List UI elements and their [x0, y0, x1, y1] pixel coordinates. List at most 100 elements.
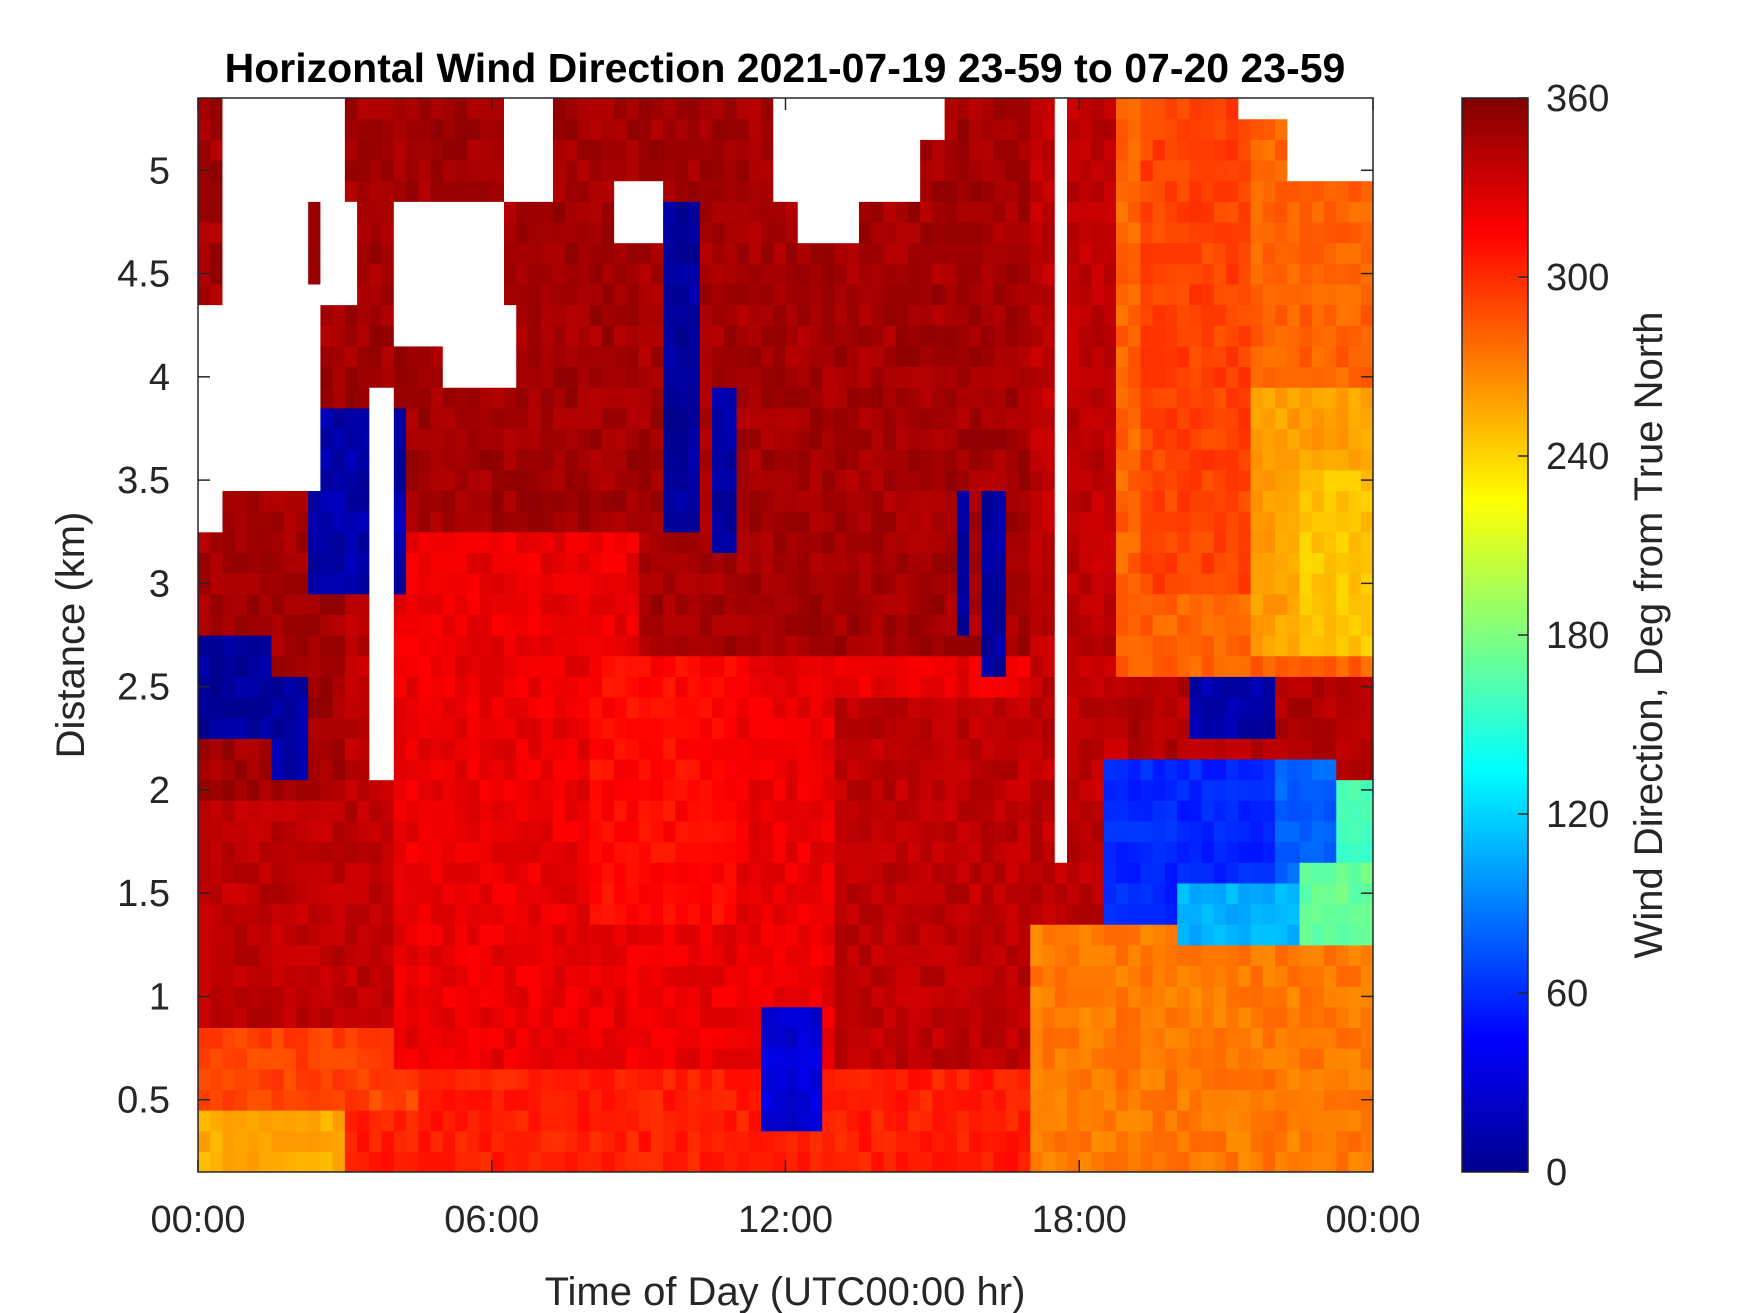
heatmap-cell: [295, 118, 309, 140]
heatmap-cell: [234, 696, 248, 719]
heatmap-cell: [246, 345, 260, 368]
heatmap-cell: [1238, 820, 1252, 843]
heatmap-cell: [1213, 903, 1227, 925]
heatmap-cell: [528, 1068, 542, 1090]
heatmap-cell: [858, 242, 872, 264]
heatmap-cell: [969, 779, 982, 801]
heatmap-cell: [748, 779, 762, 801]
heatmap-cell: [687, 965, 701, 987]
heatmap-cell: [993, 862, 1007, 884]
heatmap-cell: [234, 800, 248, 822]
heatmap-cell: [1042, 552, 1056, 574]
heatmap-cell: [614, 469, 627, 492]
heatmap-cell: [785, 944, 799, 967]
heatmap-cell: [1164, 428, 1178, 450]
heatmap-cell: [589, 180, 603, 202]
heatmap-cell: [222, 263, 236, 285]
heatmap-cell: [748, 800, 762, 822]
heatmap-cell: [736, 221, 750, 244]
heatmap-cell: [1201, 366, 1215, 388]
heatmap-cell: [1324, 1130, 1337, 1152]
heatmap-cell: [871, 1089, 885, 1111]
heatmap-cell: [222, 593, 236, 615]
heatmap-cell: [1238, 221, 1252, 244]
heatmap-cell: [822, 965, 836, 987]
heatmap-cell: [246, 717, 260, 739]
heatmap-cell: [259, 944, 273, 967]
heatmap-cell: [1360, 201, 1373, 223]
heatmap-cell: [234, 263, 248, 285]
heatmap-cell: [1299, 345, 1313, 368]
heatmap-cell: [1115, 614, 1129, 636]
heatmap-cell: [907, 862, 921, 884]
heatmap-cell: [1091, 552, 1105, 574]
heatmap-cell: [503, 779, 517, 801]
heatmap-cell: [503, 800, 517, 822]
heatmap-cell: [503, 676, 517, 698]
heatmap-cell: [797, 242, 811, 264]
heatmap-cell: [1336, 98, 1350, 120]
heatmap-cell: [1067, 882, 1080, 905]
heatmap-cell: [699, 800, 713, 822]
heatmap-cell: [1005, 387, 1019, 409]
heatmap-cell: [503, 1130, 517, 1152]
heatmap-cell: [699, 180, 713, 202]
heatmap-cell: [1079, 221, 1093, 244]
heatmap-cell: [418, 593, 432, 615]
heatmap-cell: [785, 800, 799, 822]
heatmap-cell: [467, 552, 481, 574]
heatmap-cell: [944, 221, 958, 244]
heatmap-cell: [1177, 98, 1191, 120]
heatmap-cell: [1140, 862, 1154, 884]
heatmap-cell: [430, 841, 444, 863]
heatmap-cell: [1311, 407, 1325, 430]
heatmap-cell: [785, 118, 799, 140]
heatmap-cell: [785, 676, 799, 698]
heatmap-cell: [1177, 676, 1191, 698]
heatmap-cell: [442, 717, 456, 739]
heatmap-cell: [907, 242, 921, 264]
heatmap-cell: [614, 304, 627, 326]
heatmap-cell: [442, 263, 456, 285]
heatmap-cell: [1287, 841, 1301, 863]
heatmap-cell: [1042, 159, 1056, 182]
heatmap-cell: [234, 159, 248, 182]
heatmap-cell: [320, 820, 334, 843]
heatmap-cell: [1336, 841, 1350, 863]
heatmap-cell: [442, 1130, 456, 1152]
heatmap-cell: [797, 387, 811, 409]
heatmap-cell: [1360, 717, 1373, 739]
heatmap-cell: [981, 820, 995, 843]
heatmap-cell: [834, 1089, 848, 1111]
heatmap-cell: [761, 635, 774, 657]
heatmap-cell: [748, 635, 762, 657]
heatmap-cell: [1042, 325, 1056, 347]
heatmap-cell: [1140, 593, 1154, 615]
heatmap-cell: [479, 263, 493, 285]
heatmap-cell: [712, 1068, 725, 1090]
heatmap-cell: [1189, 841, 1203, 863]
heatmap-cell: [1311, 490, 1325, 512]
heatmap-cell: [357, 98, 370, 120]
heatmap-cell: [761, 758, 774, 781]
heatmap-cell: [1067, 366, 1080, 388]
heatmap-cell: [834, 696, 848, 719]
heatmap-cell: [283, 635, 297, 657]
heatmap-cell: [699, 717, 713, 739]
heatmap-cell: [1067, 201, 1080, 223]
heatmap-cell: [295, 221, 309, 244]
heatmap-cell: [748, 882, 762, 905]
heatmap-cell: [699, 304, 713, 326]
heatmap-cell: [883, 407, 897, 430]
heatmap-cell: [1140, 738, 1154, 760]
heatmap-cell: [259, 242, 273, 264]
heatmap-cell: [822, 1151, 836, 1172]
heatmap-cell: [430, 800, 444, 822]
heatmap-cell: [626, 159, 640, 182]
heatmap-cell: [295, 552, 309, 574]
heatmap-cell: [687, 325, 701, 347]
heatmap-cell: [308, 676, 321, 698]
heatmap-cell: [1262, 614, 1276, 636]
heatmap-cell: [1201, 1151, 1215, 1172]
heatmap-cell: [1213, 304, 1227, 326]
